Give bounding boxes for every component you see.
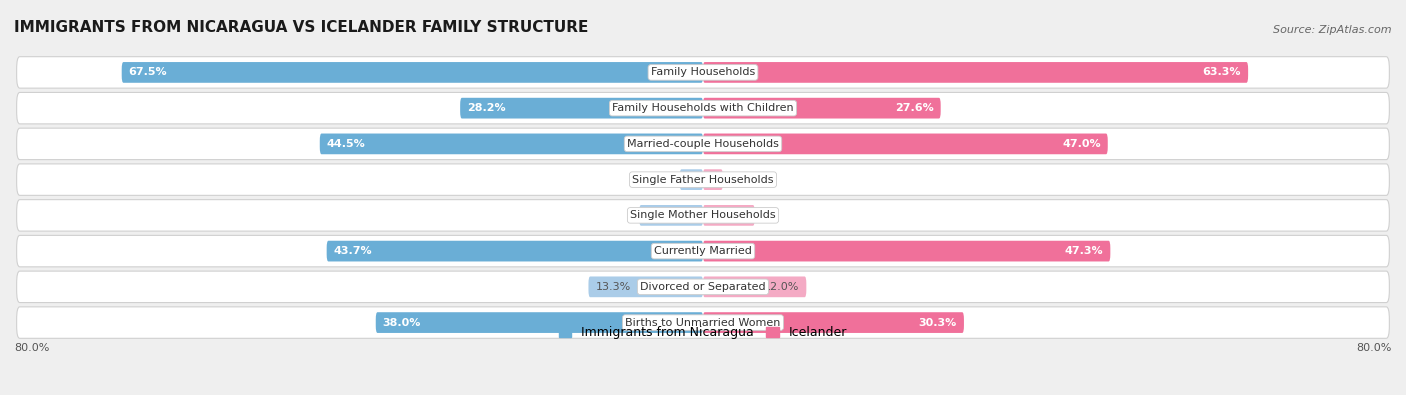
FancyBboxPatch shape bbox=[703, 169, 723, 190]
Text: IMMIGRANTS FROM NICARAGUA VS ICELANDER FAMILY STRUCTURE: IMMIGRANTS FROM NICARAGUA VS ICELANDER F… bbox=[14, 20, 589, 35]
Text: 2.3%: 2.3% bbox=[688, 175, 716, 184]
Text: 38.0%: 38.0% bbox=[382, 318, 420, 327]
FancyBboxPatch shape bbox=[122, 62, 703, 83]
Text: 28.2%: 28.2% bbox=[467, 103, 506, 113]
Text: Divorced or Separated: Divorced or Separated bbox=[640, 282, 766, 292]
Text: Births to Unmarried Women: Births to Unmarried Women bbox=[626, 318, 780, 327]
FancyBboxPatch shape bbox=[703, 241, 1111, 261]
Legend: Immigrants from Nicaragua, Icelander: Immigrants from Nicaragua, Icelander bbox=[554, 322, 852, 344]
FancyBboxPatch shape bbox=[703, 276, 807, 297]
FancyBboxPatch shape bbox=[640, 205, 703, 226]
FancyBboxPatch shape bbox=[703, 205, 755, 226]
Text: 47.0%: 47.0% bbox=[1063, 139, 1101, 149]
Text: 7.4%: 7.4% bbox=[647, 211, 675, 220]
FancyBboxPatch shape bbox=[703, 312, 965, 333]
Text: Family Households with Children: Family Households with Children bbox=[612, 103, 794, 113]
Text: Currently Married: Currently Married bbox=[654, 246, 752, 256]
FancyBboxPatch shape bbox=[17, 57, 1389, 88]
Text: 44.5%: 44.5% bbox=[326, 139, 366, 149]
FancyBboxPatch shape bbox=[589, 276, 703, 297]
FancyBboxPatch shape bbox=[17, 92, 1389, 124]
Text: 80.0%: 80.0% bbox=[14, 342, 49, 353]
Text: Source: ZipAtlas.com: Source: ZipAtlas.com bbox=[1274, 25, 1392, 35]
Text: 6.0%: 6.0% bbox=[720, 211, 748, 220]
Text: 47.3%: 47.3% bbox=[1064, 246, 1104, 256]
Text: Single Mother Households: Single Mother Households bbox=[630, 211, 776, 220]
FancyBboxPatch shape bbox=[703, 98, 941, 118]
FancyBboxPatch shape bbox=[319, 134, 703, 154]
Text: Married-couple Households: Married-couple Households bbox=[627, 139, 779, 149]
FancyBboxPatch shape bbox=[17, 307, 1389, 338]
Text: 63.3%: 63.3% bbox=[1202, 68, 1241, 77]
FancyBboxPatch shape bbox=[17, 271, 1389, 303]
FancyBboxPatch shape bbox=[375, 312, 703, 333]
FancyBboxPatch shape bbox=[326, 241, 703, 261]
Text: 2.7%: 2.7% bbox=[686, 175, 716, 184]
Text: 80.0%: 80.0% bbox=[1357, 342, 1392, 353]
Text: 27.6%: 27.6% bbox=[896, 103, 934, 113]
Text: Family Households: Family Households bbox=[651, 68, 755, 77]
Text: Single Father Households: Single Father Households bbox=[633, 175, 773, 184]
FancyBboxPatch shape bbox=[679, 169, 703, 190]
Text: 30.3%: 30.3% bbox=[918, 318, 957, 327]
Text: 43.7%: 43.7% bbox=[333, 246, 373, 256]
Text: 12.0%: 12.0% bbox=[763, 282, 800, 292]
FancyBboxPatch shape bbox=[17, 235, 1389, 267]
FancyBboxPatch shape bbox=[17, 164, 1389, 196]
FancyBboxPatch shape bbox=[460, 98, 703, 118]
FancyBboxPatch shape bbox=[703, 134, 1108, 154]
FancyBboxPatch shape bbox=[703, 62, 1249, 83]
FancyBboxPatch shape bbox=[17, 128, 1389, 160]
Text: 13.3%: 13.3% bbox=[595, 282, 631, 292]
FancyBboxPatch shape bbox=[17, 199, 1389, 231]
Text: 67.5%: 67.5% bbox=[128, 68, 167, 77]
